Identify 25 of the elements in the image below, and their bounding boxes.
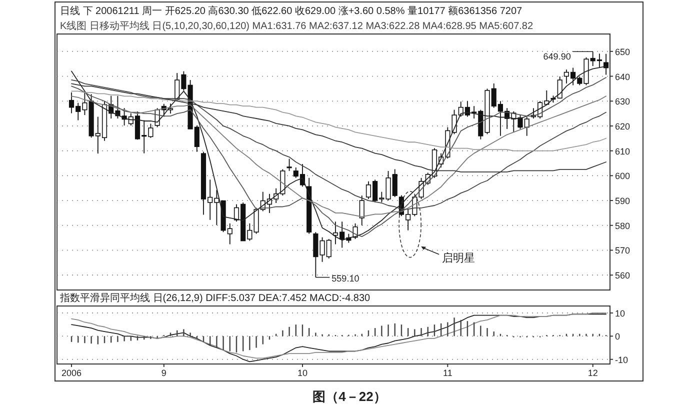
ytick: 0: [615, 332, 620, 342]
annotation: 启明星: [442, 252, 476, 264]
caption: 图（4－22）: [312, 389, 386, 404]
ytick: 620: [615, 121, 630, 132]
title: 日线 下 20061211 周一 开625.20 高630.30 低622.60 收629.00 涨+3.60 0.58% 量10177 额6361356 7207: [60, 6, 522, 17]
ytick: 640: [615, 72, 630, 82]
ytick: 580: [615, 220, 630, 231]
annotation: 649.90: [543, 52, 571, 62]
ytick: 630: [615, 96, 630, 107]
subtitle: K线图 日移动平均线 日(5,10,20,30,60,120) MA1:631.76 MA2:637.12 MA3:622.28 MA4:628.95 MA5:607.82: [60, 21, 534, 32]
ytick: 650: [615, 46, 630, 57]
xtick: 10: [297, 368, 308, 378]
xtick: 12: [588, 368, 598, 378]
ytick: 590: [615, 196, 630, 206]
title: 指数平滑异同平均线 日(26,12,9) DIFF:5.037 DEA:7.452 MACD:-4.830: [60, 293, 370, 304]
ytick: -10: [615, 354, 628, 365]
ytick: 10: [615, 308, 626, 318]
xtick: 2006: [62, 368, 82, 378]
ytick: 600: [615, 171, 630, 182]
ytick: 560: [615, 270, 630, 281]
xtick: 9: [161, 368, 166, 378]
ytick: 610: [615, 146, 630, 156]
ytick: 570: [615, 246, 630, 256]
annotation: 559.10: [332, 273, 360, 284]
xtick: 11: [443, 368, 452, 378]
